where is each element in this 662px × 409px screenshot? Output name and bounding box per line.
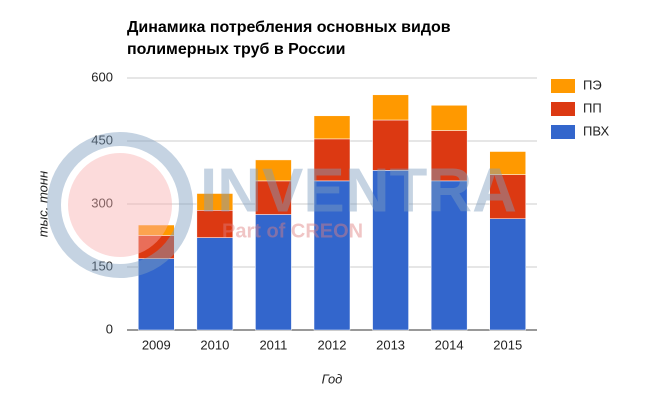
bar-segment bbox=[372, 119, 409, 171]
bar-segment bbox=[255, 159, 292, 182]
bar-segment bbox=[255, 180, 292, 215]
x-tick-label: 2009 bbox=[142, 337, 171, 352]
plot: 0 150 300 450 600 2009 2010 2011 2012 2013 2014 201… bbox=[91, 69, 609, 352]
bar-segment bbox=[313, 115, 351, 140]
bar-segment bbox=[372, 170, 409, 331]
legend-swatch bbox=[551, 79, 575, 93]
bar-segment bbox=[489, 218, 526, 331]
y-tick-label: 300 bbox=[91, 195, 113, 210]
legend-label: ПВХ bbox=[583, 123, 609, 138]
legend-label: ПЭ bbox=[583, 77, 602, 92]
y-tick-label: 600 bbox=[91, 69, 113, 84]
legend-swatch bbox=[551, 125, 575, 139]
x-tick-label: 2011 bbox=[259, 337, 287, 352]
x-axis-label: Год bbox=[322, 371, 343, 386]
watermark-logo bbox=[68, 153, 172, 257]
bar-segment bbox=[196, 237, 234, 331]
legend-swatch bbox=[551, 102, 575, 116]
bar-segment bbox=[430, 130, 468, 182]
x-tick-label: 2015 bbox=[493, 337, 522, 352]
bar-segment bbox=[196, 210, 234, 238]
bar-segment bbox=[430, 105, 468, 131]
bar-segment bbox=[372, 94, 409, 121]
bar-segment bbox=[138, 224, 175, 236]
bar-segment bbox=[430, 180, 468, 331]
x-tick-label: 2013 bbox=[376, 337, 405, 352]
chart-title: Динамика потребления основных видов bbox=[127, 19, 451, 36]
bar-segment bbox=[196, 193, 234, 211]
bar-segment bbox=[313, 180, 351, 331]
x-tick-label: 2014 bbox=[435, 337, 464, 352]
y-tick-label: 0 bbox=[106, 321, 113, 336]
bar-segment bbox=[255, 214, 292, 331]
chart-title: полимерных труб в России bbox=[127, 41, 345, 58]
bar-segment bbox=[489, 174, 526, 219]
legend-label: ПП bbox=[583, 100, 602, 115]
watermark-subtext: Part of CREON bbox=[222, 220, 363, 242]
y-tick-label: 450 bbox=[91, 132, 113, 147]
bar-segment bbox=[313, 138, 351, 182]
watermark-logo bbox=[47, 132, 193, 278]
watermark: INVENTRA Part of CREON bbox=[47, 132, 517, 278]
bar-segment bbox=[489, 151, 526, 175]
y-tick-label: 150 bbox=[91, 258, 113, 273]
bar-segment bbox=[138, 258, 175, 331]
x-tick-label: 2010 bbox=[200, 337, 229, 352]
x-tick-label: 2012 bbox=[318, 337, 347, 352]
watermark-text: INVENTRA bbox=[200, 156, 517, 225]
y-axis-label: тыс. тонн bbox=[35, 171, 50, 237]
